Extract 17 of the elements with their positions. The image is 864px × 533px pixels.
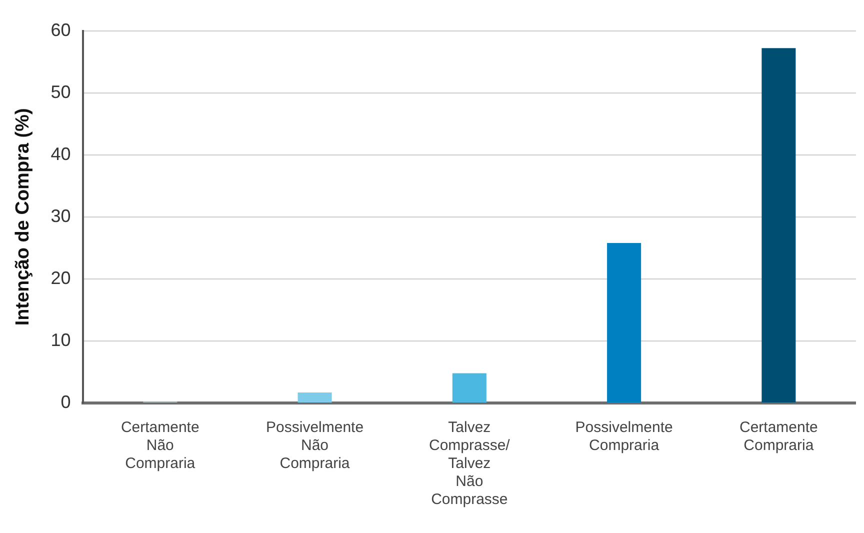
y-tick-label: 10 xyxy=(50,330,71,350)
x-tick-label: Certamente Não Compraria xyxy=(120,419,200,472)
x-tick-label: Possivelmente Compraria xyxy=(575,419,673,454)
y-tick-label: 30 xyxy=(50,206,71,226)
x-tick-label: Certamente Compraria xyxy=(739,419,818,454)
y-tick-label: 60 xyxy=(50,20,71,40)
x-tick-label: Possivelmente Não Compraria xyxy=(266,419,364,472)
bar xyxy=(607,242,642,402)
bar xyxy=(452,373,486,402)
x-tick-label: Talvez Comprasse/ Talvez Não Comprasse xyxy=(428,419,511,508)
y-tick-label: 50 xyxy=(50,82,71,102)
y-tick-label: 20 xyxy=(50,268,71,288)
y-tick-label: 40 xyxy=(50,144,71,164)
bar xyxy=(762,48,796,402)
bar xyxy=(298,392,332,402)
y-tick-label: 0 xyxy=(60,392,71,412)
y-axis-title: Intenção de Compra (%) xyxy=(12,108,34,326)
